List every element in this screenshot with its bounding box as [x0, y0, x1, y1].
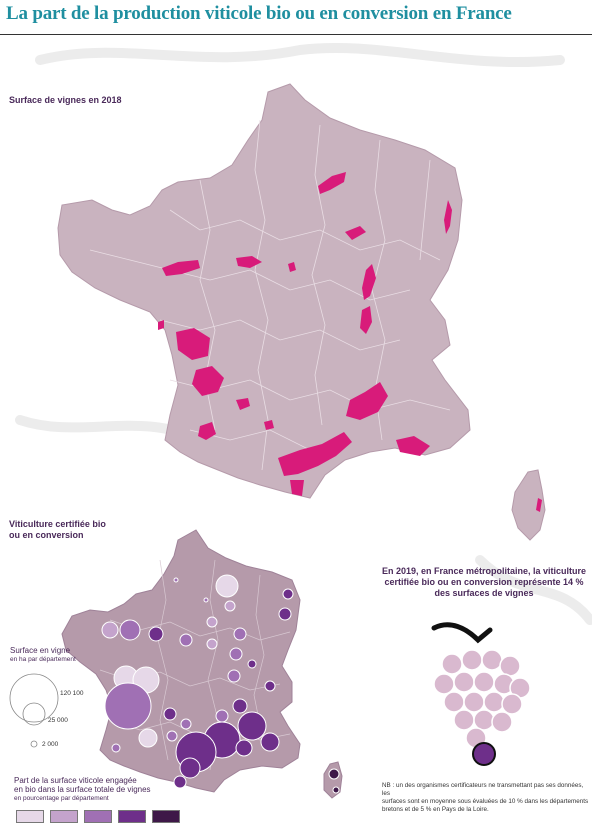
map1-label: Surface de vignes en 2018 — [9, 95, 122, 105]
circle-ardeche — [215, 709, 229, 723]
vines-bergerac — [236, 398, 250, 410]
circle-drome — [232, 698, 248, 714]
vines-burgundy — [362, 264, 376, 300]
circle-ile-france — [203, 597, 209, 603]
grape-icon — [431, 622, 531, 766]
vines-bordeaux — [192, 366, 224, 396]
vines-roussillon — [290, 480, 304, 496]
circle-haut-rhin — [278, 607, 292, 621]
grape-stem — [431, 622, 493, 644]
map2-label: Viticulture certifiée bio ou en conversi… — [9, 519, 106, 540]
circle-var — [260, 732, 280, 752]
size-legend-small — [30, 740, 38, 748]
circle-haute-corse — [332, 786, 340, 794]
circle-indre-loire — [148, 626, 164, 642]
circle-gironde — [104, 682, 152, 730]
circle-maine-loire — [119, 619, 141, 641]
circle-pyrenees-or — [173, 775, 187, 789]
circle-aube — [224, 600, 236, 612]
share-swatch-5 — [152, 810, 180, 823]
share-swatch-2 — [50, 810, 78, 823]
vines-cognac — [176, 328, 210, 360]
circle-savoie — [264, 680, 276, 692]
vineyard-areas — [158, 172, 542, 512]
circle-loire-atlantique — [101, 621, 119, 639]
vines-languedoc — [278, 432, 352, 476]
vines-loire-mid — [236, 256, 262, 268]
vines-alsace — [444, 200, 452, 234]
department-circles — [101, 574, 340, 794]
share-swatch-3 — [84, 810, 112, 823]
vines-gers — [198, 422, 216, 440]
circle-vaucluse — [237, 711, 267, 741]
size-legend-title: Surface en vigne en ha par département — [10, 646, 76, 663]
main-france-map — [57, 83, 546, 541]
circle-lot — [180, 718, 192, 730]
circle-loir-cher — [179, 633, 193, 647]
corsica-shape-small — [323, 761, 343, 799]
page-title: La part de la production viticole bio ou… — [6, 3, 512, 24]
circle-normandie — [173, 577, 179, 583]
size-legend-circles — [9, 673, 59, 748]
circle-champagne — [215, 574, 239, 598]
circle-gers — [138, 728, 158, 748]
circle-rhone — [227, 669, 241, 683]
vines-provence — [396, 436, 430, 456]
circle-dordogne — [163, 707, 177, 721]
size-legend-value-medium: 25 000 — [48, 717, 68, 724]
vines-loire-west — [162, 260, 200, 276]
corsica-shape — [511, 469, 546, 541]
vines-cahors — [264, 420, 274, 430]
vines-cotes-du-rhone — [346, 382, 388, 420]
circle-jura — [247, 659, 257, 669]
size-legend-large — [9, 673, 59, 723]
vines-champagne — [318, 172, 346, 194]
circle-landes — [111, 743, 121, 753]
circle-tarn — [166, 730, 178, 742]
size-legend-value-small: 2 000 — [42, 741, 59, 748]
france-mainland-shape — [57, 83, 471, 499]
vines-corsica — [536, 498, 542, 512]
share-swatch-4 — [118, 810, 146, 823]
circle-cher — [206, 638, 218, 650]
footnote: NB : un des organismes certificateurs ne… — [382, 782, 589, 813]
circle-yonne — [206, 616, 218, 628]
circle-alsace — [282, 588, 294, 600]
vines-sancerre — [288, 262, 296, 272]
vines-champagne-aube — [345, 226, 366, 240]
vines-charentes — [158, 320, 164, 330]
share-legend-title: Part de la surface viticole engagée en b… — [14, 776, 151, 802]
grape-bio-berry — [472, 742, 496, 766]
bio-france-map — [61, 529, 343, 799]
circle-aude — [179, 757, 201, 779]
circle-cote-dor — [233, 627, 247, 641]
title-rule — [0, 34, 592, 35]
share-swatch-1 — [16, 810, 44, 823]
bio-share-statement: En 2019, en France métropolitaine, la vi… — [381, 566, 587, 598]
circle-corse — [328, 768, 340, 780]
circle-bouches-rhone — [235, 739, 253, 757]
size-legend-value-large: 120 100 — [60, 690, 84, 697]
circle-saone-loire — [229, 647, 243, 661]
vines-beaujolais — [360, 306, 372, 334]
size-legend-medium — [22, 702, 46, 726]
